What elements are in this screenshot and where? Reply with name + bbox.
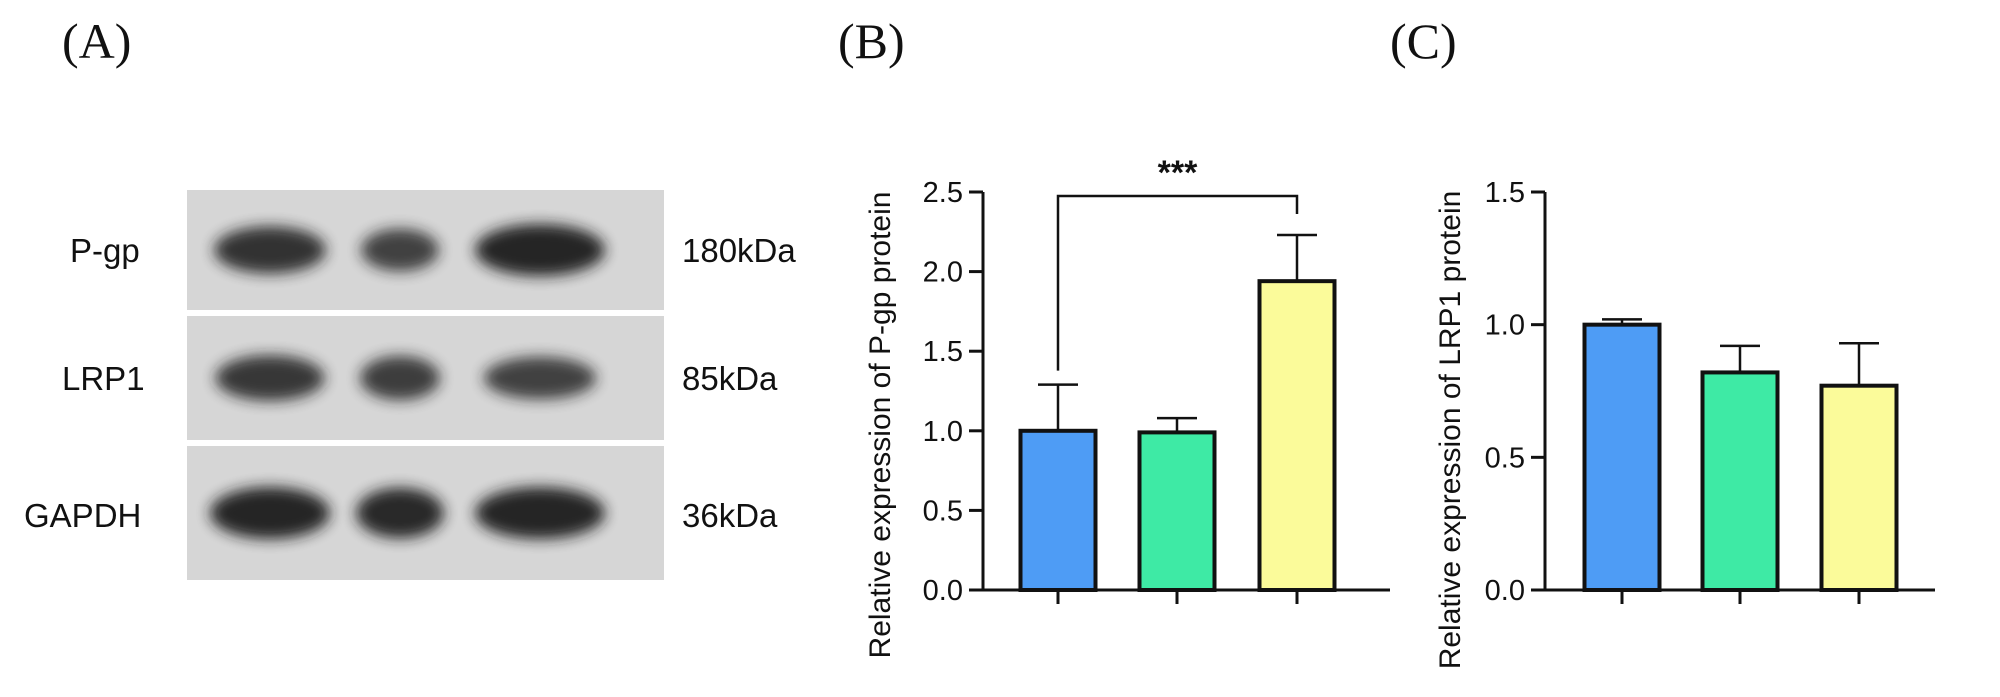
western-blot: P-gp 180kDa LRP1 85kDa GAPDH 36kDa <box>24 190 796 580</box>
pgp-bar-1 <box>1018 428 1098 592</box>
blot-band-gapdh-lane-1 <box>210 487 330 539</box>
blot-band-gapdh-lane-2 <box>356 487 444 539</box>
blot-band-pgp-lane-2 <box>361 228 439 272</box>
blot-band-lrp1-lane-3 <box>483 356 597 400</box>
pgp-significance-label: *** <box>1158 154 1198 192</box>
blot-row-gapdh: GAPDH 36kDa <box>24 446 778 580</box>
lrp1-bar-1 <box>1582 322 1662 592</box>
lrp1-y-tick-label: 0.0 <box>1485 575 1525 607</box>
blot-row-lrp1: LRP1 85kDa <box>62 316 778 440</box>
panel-label-c: (C) <box>1390 13 1457 69</box>
size-label-lrp1: 85kDa <box>682 360 778 397</box>
panel-label-a: (A) <box>62 13 131 69</box>
pgp-y-tick-label: 1.5 <box>923 336 963 368</box>
blot-band-lrp1-lane-1 <box>215 355 325 401</box>
protein-label-pgp: P-gp <box>70 232 140 269</box>
blot-band-pgp-lane-3 <box>475 224 605 276</box>
pgp-y-tick-label: 1.0 <box>923 416 963 448</box>
pgp-significance-bracket <box>1056 194 1299 371</box>
panel-label-b: (B) <box>838 13 905 69</box>
lrp1-bar-2 <box>1700 370 1780 592</box>
lrp1-y-tick-label: 1.0 <box>1485 310 1525 342</box>
lrp1-y-tick-label: 1.5 <box>1485 177 1525 209</box>
pgp-y-tick-label: 2.5 <box>923 177 963 209</box>
y-axis-title-pgp: Relative expression of P-gp protein <box>864 192 897 659</box>
protein-label-gapdh: GAPDH <box>24 497 141 534</box>
size-label-gapdh: 36kDa <box>682 497 778 534</box>
y-axis-title-lrp1: Relative expression of LRP1 protein <box>1434 191 1467 670</box>
blot-row-pgp: P-gp 180kDa <box>70 190 796 310</box>
size-label-pgp: 180kDa <box>682 232 796 269</box>
pgp-bar-3 <box>1257 279 1337 592</box>
blot-band-lrp1-lane-2 <box>360 356 440 400</box>
pgp-y-tick-label: 0.0 <box>923 575 963 607</box>
blot-band-pgp-lane-1 <box>214 226 326 274</box>
chart-pgp-expression: Relative expression of P-gp protein 0.0 0… <box>864 154 1390 658</box>
pgp-y-tick-label: 2.0 <box>923 257 963 289</box>
pgp-bar-2 <box>1137 430 1217 592</box>
pgp-y-tick-label: 0.5 <box>923 495 963 527</box>
chart-lrp1-expression: Relative expression of LRP1 protein 0.0 0… <box>1434 177 1935 669</box>
lrp1-bar-3 <box>1819 383 1899 592</box>
lrp1-y-tick-label: 0.5 <box>1485 442 1525 474</box>
blot-band-gapdh-lane-3 <box>475 487 605 539</box>
protein-label-lrp1: LRP1 <box>62 360 145 397</box>
